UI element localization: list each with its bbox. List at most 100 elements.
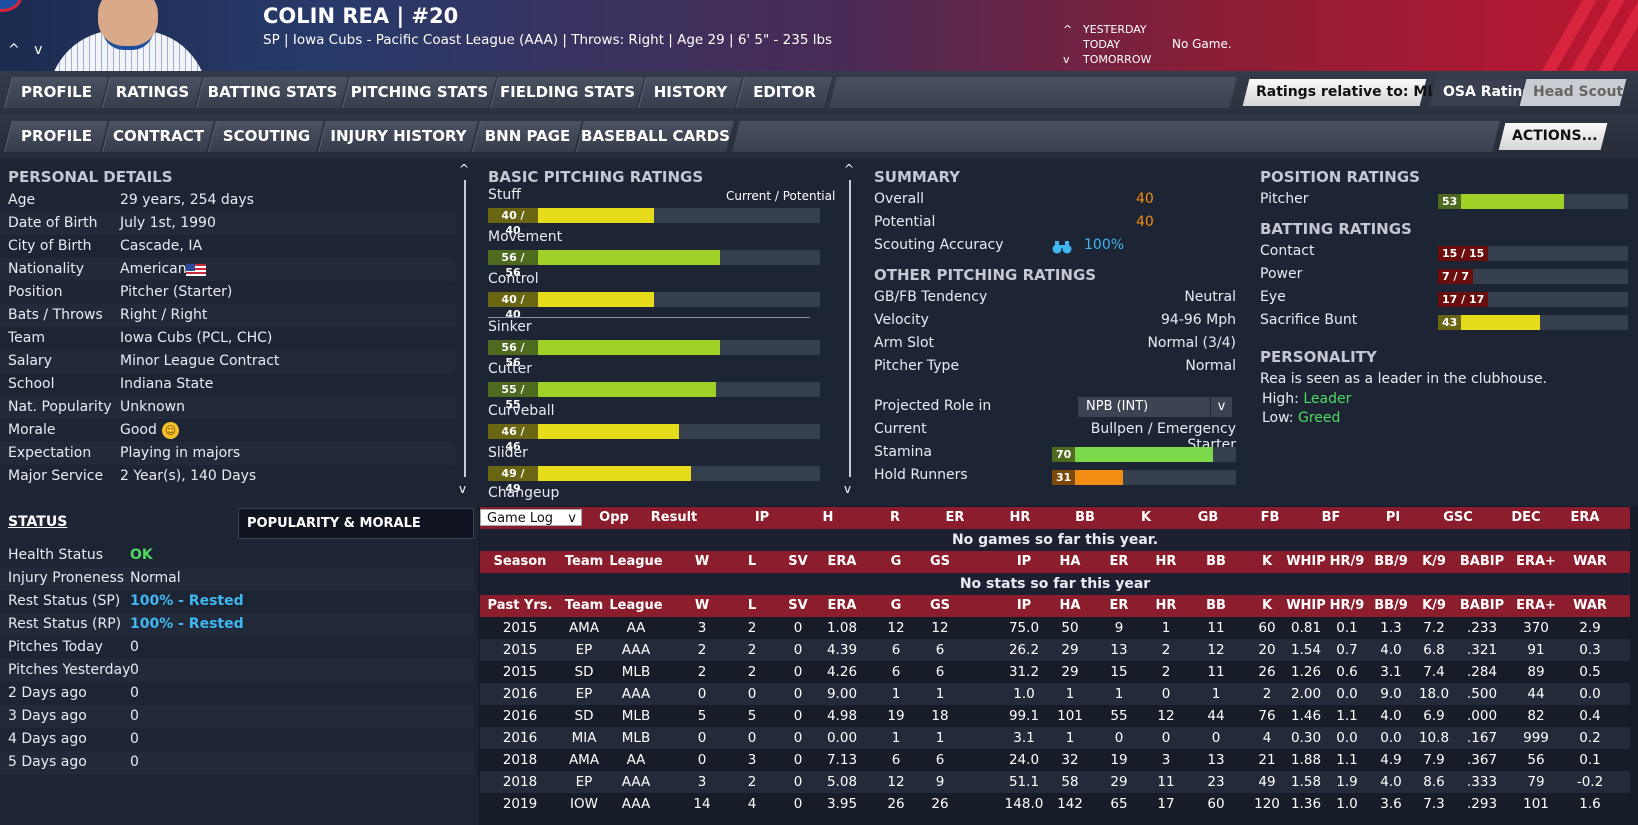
- player-nav-arrows[interactable]: ^ v: [8, 42, 48, 58]
- column-header[interactable]: HR: [1155, 598, 1177, 613]
- table-row[interactable]: 2018 AMA AA 0 3 0 7.13 6 6 24.0 32 19 3 13 21 1.88 1.1 4.…: [480, 749, 1630, 771]
- column-header[interactable]: ER: [945, 510, 965, 525]
- subtab-profile[interactable]: PROFILE: [4, 121, 108, 152]
- column-header[interactable]: GS: [929, 598, 951, 613]
- column-header[interactable]: SV: [788, 598, 808, 613]
- tab-batting-stats[interactable]: BATTING STATS: [196, 77, 348, 108]
- scroll-down-icon[interactable]: v: [459, 482, 467, 496]
- scroll-down-icon[interactable]: v: [844, 482, 852, 496]
- table-row[interactable]: 2015 AMA AA 3 2 0 1.08 12 12 75.0 50 9 1 11 60 0.81 0.1 1…: [480, 617, 1630, 639]
- status-title[interactable]: STATUS: [8, 514, 68, 530]
- scroll-up-icon[interactable]: ^: [459, 162, 470, 176]
- column-header[interactable]: HR: [1009, 510, 1031, 525]
- column-header[interactable]: GSC: [1443, 510, 1473, 525]
- subtab-bnn-page[interactable]: BNN PAGE: [472, 121, 582, 152]
- column-header[interactable]: IP: [1016, 554, 1032, 569]
- tab-fielding-stats[interactable]: FIELDING STATS: [490, 77, 644, 108]
- head-scout-toggle[interactable]: Head Scout: [1519, 79, 1627, 106]
- column-header[interactable]: K: [1140, 510, 1152, 525]
- column-header[interactable]: BB/9: [1374, 598, 1408, 613]
- scroll-up-icon[interactable]: ^: [844, 162, 855, 176]
- table-row[interactable]: 2015 SD MLB 2 2 0 4.26 6 6 31.2 29 15 2 11 26 1.26 0.6 3.…: [480, 661, 1630, 683]
- column-header[interactable]: ER: [1109, 598, 1129, 613]
- column-header[interactable]: Team: [564, 554, 604, 569]
- column-header[interactable]: K/9: [1422, 554, 1446, 569]
- column-header[interactable]: W: [694, 598, 710, 613]
- table-row[interactable]: 2019 IOW AAA 14 4 0 3.95 26 26 148.0 142 65 17 60 120 1…: [480, 793, 1630, 815]
- column-header[interactable]: BB: [1075, 510, 1095, 525]
- day-today[interactable]: TODAY: [1083, 38, 1121, 51]
- column-header[interactable]: Season: [493, 554, 547, 569]
- day-tomorrow[interactable]: TOMORROW: [1083, 53, 1152, 66]
- column-header[interactable]: IP: [1016, 598, 1032, 613]
- column-header[interactable]: HA: [1059, 554, 1081, 569]
- column-header[interactable]: BABIP: [1459, 554, 1505, 569]
- column-header[interactable]: G: [890, 554, 902, 569]
- column-header[interactable]: SV: [788, 554, 808, 569]
- column-header[interactable]: PI: [1385, 510, 1401, 525]
- column-header[interactable]: IP: [754, 510, 770, 525]
- column-header[interactable]: ERA+: [1516, 554, 1556, 569]
- column-header[interactable]: HA: [1059, 598, 1081, 613]
- column-header[interactable]: WHIP: [1286, 598, 1326, 613]
- column-header[interactable]: ER: [1109, 554, 1129, 569]
- day-down-icon[interactable]: v: [1063, 53, 1070, 66]
- gamelog-select[interactable]: Game Log v: [480, 509, 582, 526]
- day-yesterday[interactable]: YESTERDAY: [1083, 23, 1147, 36]
- tab-editor[interactable]: EDITOR: [736, 77, 832, 108]
- tab-ratings[interactable]: RATINGS: [102, 77, 202, 108]
- column-header[interactable]: WAR: [1573, 554, 1607, 569]
- column-header[interactable]: WAR: [1573, 598, 1607, 613]
- day-up-icon[interactable]: ^: [1063, 23, 1073, 36]
- subtab-injury-history[interactable]: INJURY HISTORY: [318, 121, 478, 152]
- column-header[interactable]: ERA: [1570, 510, 1600, 525]
- scrollbar[interactable]: [464, 180, 466, 477]
- column-header[interactable]: DEC: [1511, 510, 1541, 525]
- column-header[interactable]: League: [609, 598, 663, 613]
- column-header[interactable]: R: [889, 510, 900, 525]
- column-header[interactable]: BABIP: [1459, 598, 1505, 613]
- column-header[interactable]: GS: [929, 554, 951, 569]
- column-header[interactable]: K: [1261, 554, 1273, 569]
- column-header[interactable]: W: [694, 554, 710, 569]
- column-header[interactable]: League: [609, 554, 663, 569]
- column-header[interactable]: L: [747, 554, 757, 569]
- column-header[interactable]: WHIP: [1286, 554, 1326, 569]
- column-header[interactable]: Opp: [599, 510, 629, 525]
- column-header[interactable]: ERA: [827, 554, 857, 569]
- column-header[interactable]: K/9: [1422, 598, 1446, 613]
- tab-profile[interactable]: PROFILE: [4, 77, 108, 108]
- tab-history[interactable]: HISTORY: [638, 77, 742, 108]
- actions-menu[interactable]: ACTIONS...: [1498, 123, 1608, 150]
- column-header[interactable]: BB: [1206, 554, 1226, 569]
- osa-ratings-toggle[interactable]: OSA Ratings: [1429, 79, 1541, 106]
- column-header[interactable]: GB: [1197, 510, 1219, 525]
- table-row[interactable]: 2015 EP AAA 2 2 0 4.39 6 6 26.2 29 13 2 12 20 1.54 0.7 4.…: [480, 639, 1630, 661]
- column-header[interactable]: K: [1261, 598, 1273, 613]
- tab-pitching-stats[interactable]: PITCHING STATS: [342, 77, 496, 108]
- column-header[interactable]: HR/9: [1329, 554, 1365, 569]
- column-header[interactable]: ERA: [827, 598, 857, 613]
- table-row[interactable]: 2016 MIA MLB 0 0 0 0.00 1 1 3.1 1 0 0 0 4 0.30 0.0 0.0 10.…: [480, 727, 1630, 749]
- column-header[interactable]: L: [747, 598, 757, 613]
- column-header[interactable]: BF: [1321, 510, 1341, 525]
- table-row[interactable]: 2016 EP AAA 0 0 0 9.00 1 1 1.0 1 1 0 1 2 2.00 0.0 9.0 18.0…: [480, 683, 1630, 705]
- column-header[interactable]: Team: [564, 598, 604, 613]
- ratings-relative-select[interactable]: Ratings relative to: MLB: [1242, 79, 1447, 106]
- column-header[interactable]: G: [890, 598, 902, 613]
- popularity-morale-tab[interactable]: POPULARITY & MORALE: [238, 508, 474, 539]
- subtab-contract[interactable]: CONTRACT: [102, 121, 214, 152]
- column-header[interactable]: BB: [1206, 598, 1226, 613]
- column-header[interactable]: HR: [1155, 554, 1177, 569]
- table-row[interactable]: 2018 EP AAA 3 2 0 5.08 12 9 51.1 58 29 11 23 49 1.58 1.9…: [480, 771, 1630, 793]
- subtab-baseball-cards[interactable]: BASEBALL CARDS: [576, 121, 734, 152]
- column-header[interactable]: Result: [650, 510, 698, 525]
- column-header[interactable]: HR/9: [1329, 598, 1365, 613]
- column-header[interactable]: FB: [1260, 510, 1280, 525]
- subtab-scouting[interactable]: SCOUTING: [208, 121, 324, 152]
- column-header[interactable]: BB/9: [1374, 554, 1408, 569]
- scrollbar[interactable]: [849, 180, 851, 477]
- projected-league-select[interactable]: NPB (INT) v: [1078, 397, 1232, 417]
- column-header[interactable]: H: [822, 510, 834, 525]
- table-row[interactable]: 2016 SD MLB 5 5 0 4.98 19 18 99.1 101 55 12 44 76 1.46 1…: [480, 705, 1630, 727]
